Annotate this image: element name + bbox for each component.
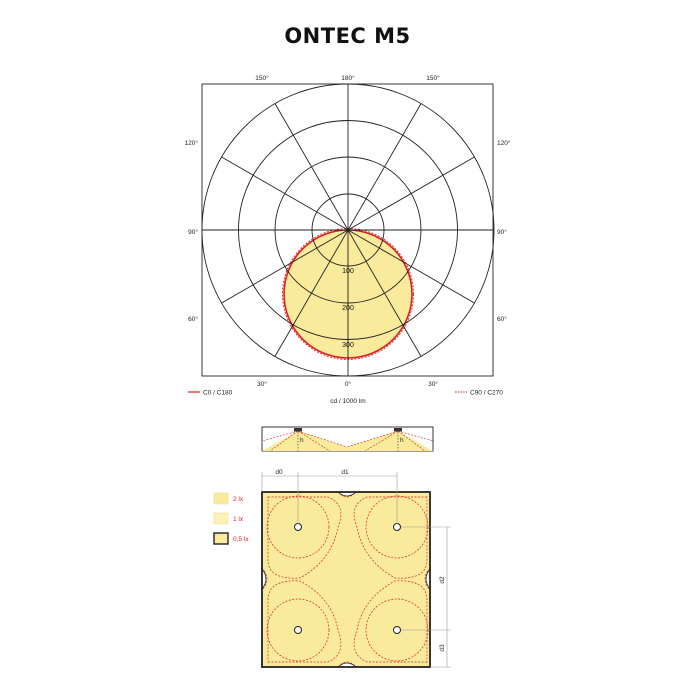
legend-swatch-05lx <box>213 532 229 545</box>
legend-label-c90: C90 / C270 <box>470 390 503 397</box>
page-title: ONTEC M5 <box>284 24 411 48</box>
isolux-1lx-br <box>353 580 428 663</box>
luminaire-left <box>294 428 302 432</box>
isolux-1lx-tl <box>267 496 342 579</box>
angle-label-60-right: 60° <box>497 315 507 323</box>
legend-swatch-1lx <box>213 512 229 525</box>
dim-d3: d3 <box>439 644 446 652</box>
angle-label-150-left: 150° <box>255 74 269 82</box>
radial-value-100: 100 <box>342 268 354 275</box>
legend-label-2lx: 2 lx <box>233 496 244 503</box>
legend-label-1lx: 1 lx <box>233 516 244 523</box>
angle-label-0: 0° <box>345 380 352 388</box>
luminaire-point-bl <box>294 626 302 634</box>
luminaire-point-tr <box>393 523 401 531</box>
plan-frame <box>261 491 431 668</box>
angle-label-90-left: 90° <box>188 228 198 236</box>
angle-label-30-left: 30° <box>257 380 267 388</box>
angle-label-150-right: 150° <box>426 74 440 82</box>
section-view: h h <box>261 426 434 452</box>
section-h-label-right: h <box>400 437 404 444</box>
legend-label-c0: C0 / C180 <box>203 390 233 397</box>
dim-d1: d1 <box>341 469 349 476</box>
section-h-label-left: h <box>300 437 304 444</box>
section-light-area <box>262 431 433 451</box>
angle-label-120-left: 120° <box>185 139 199 147</box>
plan-view: d0 d1 d2 d3 2 lx 1 lx 0,5 lx <box>213 469 451 668</box>
angle-label-90-right: 90° <box>497 228 507 236</box>
legend-label-05lx: 0,5 lx <box>233 536 249 543</box>
radial-value-200: 200 <box>342 305 354 312</box>
angle-label-30-right: 30° <box>428 380 438 388</box>
luminaire-point-br <box>393 626 401 634</box>
luminaire-right <box>394 428 402 432</box>
isolux-1lx-tr <box>353 496 428 579</box>
isolux-2lx-tl <box>266 495 330 559</box>
section-beams <box>261 430 434 452</box>
isolux-2lx-bl <box>266 598 330 662</box>
legend-swatch-2lx <box>213 492 229 505</box>
isolux-1lx-bl <box>267 580 342 663</box>
angle-label-180: 180° <box>341 74 355 82</box>
dim-d2: d2 <box>439 576 446 584</box>
polar-spokes <box>202 84 493 376</box>
radial-value-300: 300 <box>342 342 354 349</box>
dimension-lines <box>261 472 451 668</box>
plan-fill <box>262 492 430 667</box>
angle-label-60-left: 60° <box>188 315 198 323</box>
angle-label-120-right: 120° <box>497 139 511 147</box>
isolux-legend: 2 lx 1 lx 0,5 lx <box>213 492 249 545</box>
polar-diagram: 150° 180° 150° 120° 120° 90° 90° 60° 60°… <box>185 74 511 405</box>
unit-label: cd / 1000 lm <box>330 398 365 405</box>
dim-d0: d0 <box>275 469 283 476</box>
luminaire-point-tl <box>294 523 302 531</box>
spoke-60b <box>221 156 475 304</box>
